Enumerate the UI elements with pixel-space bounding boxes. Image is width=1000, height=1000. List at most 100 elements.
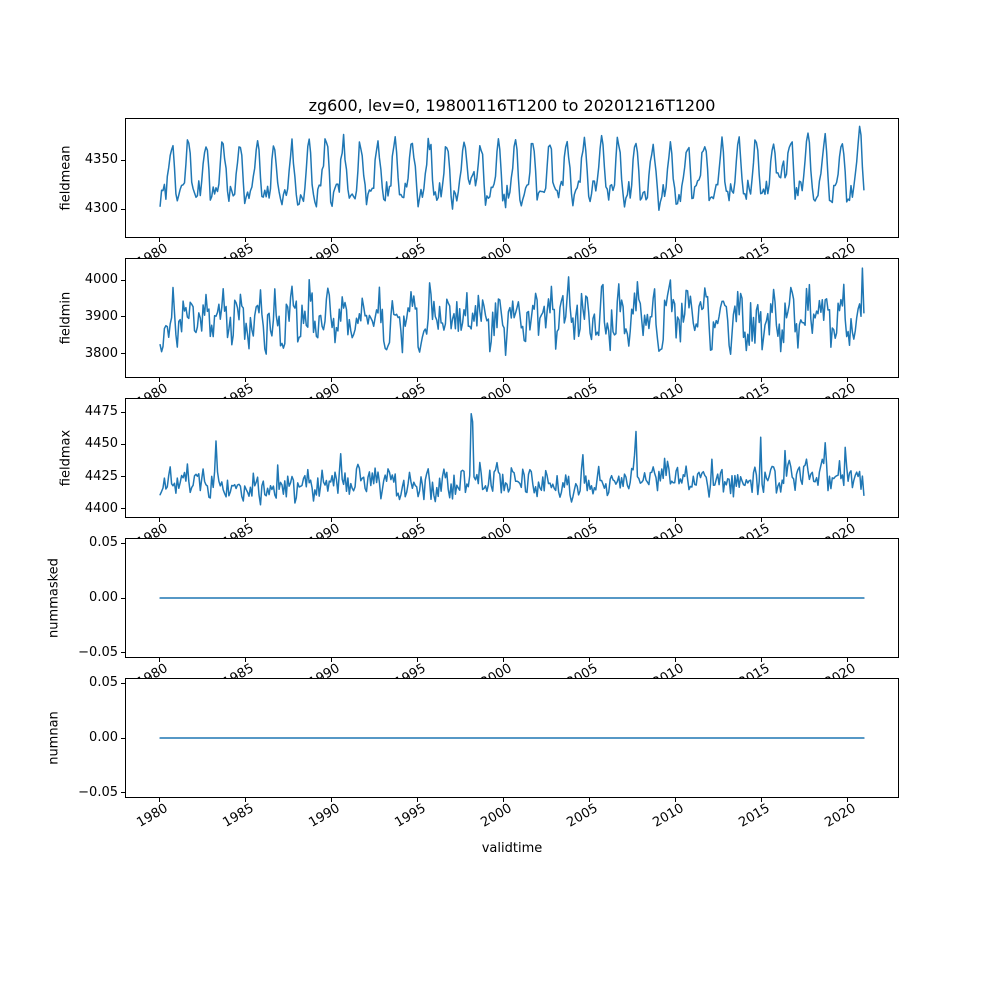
x-tick — [244, 658, 246, 662]
figure-title: zg600, lev=0, 19800116T1200 to 20201216T… — [308, 96, 716, 115]
x-tick — [330, 518, 332, 522]
x-tick — [330, 238, 332, 242]
y-tick-label: 0.05 — [89, 535, 118, 551]
x-tick — [846, 518, 848, 522]
x-tick — [674, 518, 676, 522]
axes-fieldmax — [125, 398, 899, 518]
y-tick — [121, 279, 125, 281]
x-tick — [416, 238, 418, 242]
y-tick-label: 0.00 — [89, 730, 118, 745]
axes-frame — [125, 398, 899, 518]
x-tick-label: 1985 — [220, 381, 257, 411]
x-tick — [502, 798, 504, 802]
x-tick — [330, 658, 332, 662]
x-tick-label: 1995 — [392, 241, 429, 271]
x-tick-label: 1980 — [134, 661, 171, 691]
y-tick-label: 4350 — [84, 152, 118, 168]
y-axis-label-fieldmax: fieldmax — [58, 429, 74, 487]
y-tick-label: 4000 — [84, 272, 118, 288]
x-tick-label: 2005 — [564, 241, 601, 271]
x-tick — [674, 238, 676, 242]
x-tick — [416, 798, 418, 802]
x-tick-label: 1990 — [306, 381, 343, 411]
x-tick-label: 2015 — [736, 521, 773, 551]
x-tick-label: 2015 — [736, 801, 773, 831]
y-tick — [121, 159, 125, 161]
y-tick-label: 4475 — [84, 404, 118, 420]
x-tick-label: 1990 — [306, 521, 343, 551]
x-tick — [674, 798, 676, 802]
x-tick-label: 2005 — [564, 381, 601, 411]
x-tick-label: 1980 — [134, 241, 171, 271]
x-tick — [330, 798, 332, 802]
x-tick-label: 2020 — [822, 801, 859, 831]
y-tick-label: 4425 — [84, 468, 118, 484]
y-tick — [121, 542, 125, 544]
x-tick — [588, 518, 590, 522]
y-tick-label: 4450 — [84, 436, 118, 452]
x-tick — [502, 378, 504, 382]
line-series-fieldmin — [159, 267, 865, 357]
x-tick — [330, 378, 332, 382]
y-tick-label: 3800 — [84, 345, 118, 361]
x-tick-label: 2000 — [478, 241, 515, 271]
x-tick — [846, 378, 848, 382]
x-tick-label: 2015 — [736, 381, 773, 411]
x-tick — [158, 798, 160, 802]
x-tick — [760, 798, 762, 802]
x-tick — [588, 658, 590, 662]
x-tick-label: 2000 — [478, 381, 515, 411]
axes-fieldmean — [125, 118, 899, 238]
x-axis-label: validtime — [481, 841, 543, 856]
x-tick — [846, 658, 848, 662]
x-tick-label: 1990 — [306, 801, 343, 831]
y-tick — [121, 476, 125, 478]
axes-frame — [125, 118, 899, 238]
y-tick-label: −0.05 — [78, 784, 118, 800]
y-tick-label: −0.05 — [78, 644, 118, 660]
y-tick — [121, 353, 125, 355]
x-tick — [244, 798, 246, 802]
x-tick-label: 1990 — [306, 241, 343, 271]
x-tick-label: 2020 — [822, 661, 859, 691]
x-tick-label: 1985 — [220, 241, 257, 271]
x-tick — [158, 238, 160, 242]
axes-frame — [125, 538, 899, 658]
x-tick — [760, 658, 762, 662]
x-tick-label: 2000 — [478, 801, 515, 831]
axes-numnan — [125, 678, 899, 798]
x-tick-label: 2020 — [822, 241, 859, 271]
x-tick-label: 2015 — [736, 241, 773, 271]
x-tick — [416, 378, 418, 382]
x-tick-label: 2010 — [650, 521, 687, 551]
x-tick — [158, 378, 160, 382]
x-tick-label: 1995 — [392, 381, 429, 411]
x-tick-label: 1995 — [392, 661, 429, 691]
x-tick-label: 1980 — [134, 381, 171, 411]
x-tick — [502, 238, 504, 242]
x-tick-label: 1980 — [134, 801, 171, 831]
x-tick — [158, 518, 160, 522]
x-tick — [244, 518, 246, 522]
x-tick — [244, 378, 246, 382]
y-tick — [121, 443, 125, 445]
x-tick — [846, 798, 848, 802]
x-tick-label: 2010 — [650, 241, 687, 271]
x-tick — [760, 238, 762, 242]
y-tick — [121, 792, 125, 794]
x-tick — [760, 378, 762, 382]
axes-frame — [125, 258, 899, 378]
axes-fieldmin — [125, 258, 899, 378]
line-series-fieldmax — [159, 413, 865, 506]
y-tick — [121, 411, 125, 413]
x-tick-label: 2020 — [822, 521, 859, 551]
y-tick — [121, 737, 125, 739]
y-tick-label: 4400 — [84, 500, 118, 516]
x-tick — [244, 238, 246, 242]
y-tick-label: 0.00 — [89, 590, 118, 605]
x-tick-label: 1995 — [392, 521, 429, 551]
x-tick-label: 2005 — [564, 801, 601, 831]
line-series-fieldmean — [159, 125, 865, 211]
y-tick — [121, 208, 125, 210]
